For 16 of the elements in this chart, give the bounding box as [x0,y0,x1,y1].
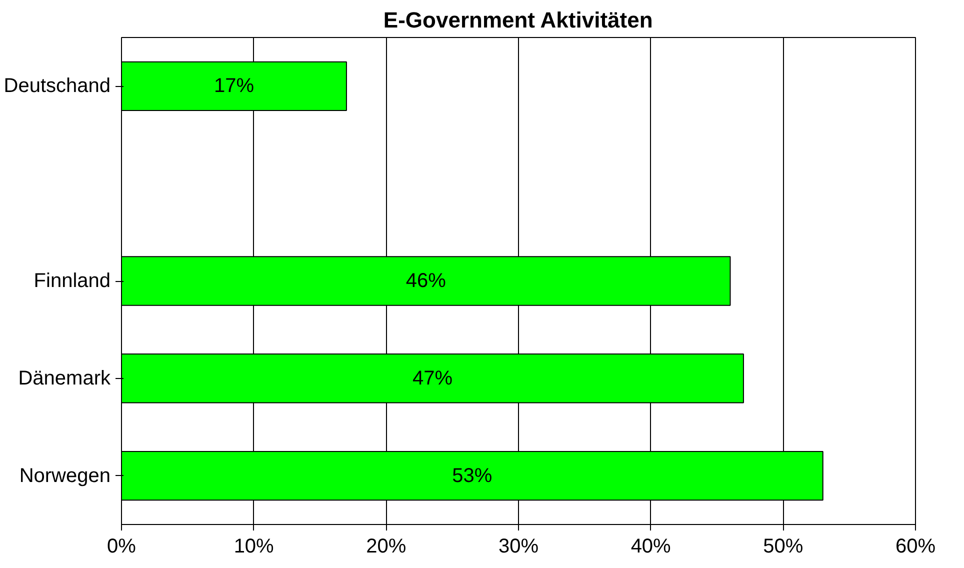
x-tick-label: 50% [763,536,804,558]
y-tick-label: Finnland [34,270,110,292]
y-tick-label: Norwegen [19,464,111,487]
y-tick-label: Dänemark [18,367,112,390]
data-label: 46% [406,270,446,292]
data-label: 17% [214,75,254,98]
x-tick-label: 30% [498,536,539,558]
x-tick-label: 60% [895,536,936,558]
data-label: 47% [412,367,453,390]
chart-title: E-Government Aktivitäten [383,8,653,32]
x-tick-label: 20% [366,536,406,558]
x-tick-label: 0% [107,536,136,558]
y-tick-label: Deutschand [4,75,111,98]
data-label: 53% [452,464,492,487]
x-tick-label: 10% [234,536,274,558]
x-tick-label: 40% [630,536,672,558]
